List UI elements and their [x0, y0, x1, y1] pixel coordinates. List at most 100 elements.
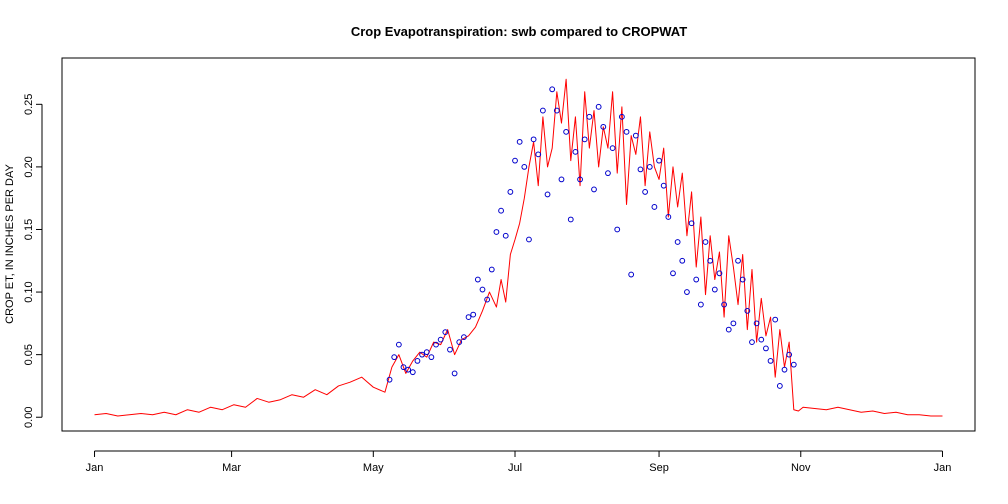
- data-point: [544, 191, 551, 198]
- plot-frame: [61, 57, 976, 432]
- data-point: [470, 311, 477, 318]
- data-point: [400, 364, 407, 371]
- data-point: [395, 341, 402, 348]
- y-tick-label: 0.05: [23, 344, 35, 365]
- data-point: [679, 257, 686, 264]
- data-point: [735, 257, 741, 264]
- y-tick-label: 0.15: [23, 219, 35, 240]
- data-point: [447, 346, 453, 353]
- data-point: [553, 107, 560, 114]
- y-axis: 0.00 0.05 0.10 0.15 0.20 0.25: [23, 94, 43, 428]
- data-point: [479, 286, 486, 293]
- data-point: [739, 276, 746, 283]
- data-point: [730, 320, 737, 327]
- data-point: [595, 103, 602, 110]
- data-point: [428, 354, 435, 361]
- data-point: [442, 329, 449, 336]
- data-point: [516, 138, 523, 145]
- series-layer: [94, 78, 943, 417]
- x-tick-label: Jan: [86, 462, 104, 474]
- data-point: [465, 314, 472, 321]
- data-point: [521, 164, 528, 170]
- data-point: [405, 366, 412, 373]
- data-point: [391, 354, 398, 361]
- data-point: [660, 182, 667, 189]
- data-point: [474, 276, 481, 283]
- data-point: [549, 86, 556, 93]
- data-point: [567, 216, 574, 223]
- data-point: [716, 270, 723, 277]
- data-point: [772, 316, 779, 323]
- data-point: [502, 232, 509, 239]
- data-point: [461, 334, 467, 341]
- data-point: [609, 145, 616, 152]
- y-tick-label: 0.20: [23, 156, 35, 177]
- data-point: [586, 113, 593, 120]
- data-point: [684, 289, 690, 295]
- data-point: [605, 170, 611, 177]
- data-point: [433, 341, 439, 348]
- x-tick-label: Mar: [222, 462, 241, 474]
- data-point: [628, 271, 635, 278]
- data-point: [512, 157, 518, 164]
- data-point: [591, 186, 597, 193]
- data-point: [414, 358, 421, 364]
- data-point: [535, 151, 542, 158]
- data-point: [539, 107, 546, 114]
- data-point: [581, 136, 588, 143]
- data-point: [744, 307, 751, 314]
- data-point: [488, 266, 495, 273]
- data-point: [697, 301, 704, 308]
- data-point: [711, 286, 718, 293]
- data-point: [423, 349, 430, 356]
- data-point: [749, 339, 755, 346]
- data-point: [632, 132, 639, 139]
- x-axis: Jan Mar May Jul Sep Nov Jan: [86, 450, 952, 474]
- data-point: [456, 339, 463, 346]
- chart-title: Crop Evapotranspiration: swb compared to…: [351, 24, 687, 39]
- x-tick-label: Jul: [508, 462, 522, 474]
- data-point: [642, 189, 649, 195]
- data-point: [790, 361, 797, 368]
- data-point: [409, 369, 416, 376]
- data-point: [758, 336, 765, 343]
- y-axis-label: CROP ET, IN INCHES PER DAY: [4, 163, 16, 323]
- y-tick-label: 0.00: [23, 407, 35, 428]
- data-point: [637, 166, 644, 173]
- data-point: [558, 176, 565, 183]
- data-point: [674, 239, 681, 245]
- data-point: [656, 157, 662, 164]
- data-point: [530, 136, 537, 143]
- data-point: [623, 128, 630, 135]
- data-point: [526, 236, 532, 243]
- data-point: [786, 351, 793, 358]
- data-point: [781, 366, 788, 373]
- x-tick-label: Sep: [649, 462, 669, 474]
- x-tick-label: May: [363, 462, 384, 474]
- data-point: [563, 128, 570, 135]
- data-point: [707, 257, 714, 264]
- x-tick-label: Jan: [934, 462, 952, 474]
- data-point: [493, 229, 500, 235]
- data-point: [451, 370, 458, 377]
- data-point: [767, 358, 774, 364]
- data-point: [618, 113, 625, 120]
- data-point: [721, 301, 727, 308]
- data-point: [725, 326, 732, 333]
- x-tick-label: Nov: [791, 462, 811, 474]
- data-point: [437, 336, 444, 343]
- data-point: [419, 351, 425, 358]
- data-point: [646, 164, 653, 170]
- data-point: [651, 204, 658, 210]
- data-point: [753, 320, 760, 327]
- data-point: [498, 207, 504, 214]
- data-point: [386, 376, 393, 383]
- series-line-0: [94, 78, 943, 417]
- data-point: [614, 226, 621, 233]
- y-tick-label: 0.25: [23, 94, 35, 115]
- data-point: [670, 270, 676, 277]
- data-point: [776, 383, 783, 389]
- data-point: [763, 345, 769, 352]
- data-point: [484, 296, 491, 303]
